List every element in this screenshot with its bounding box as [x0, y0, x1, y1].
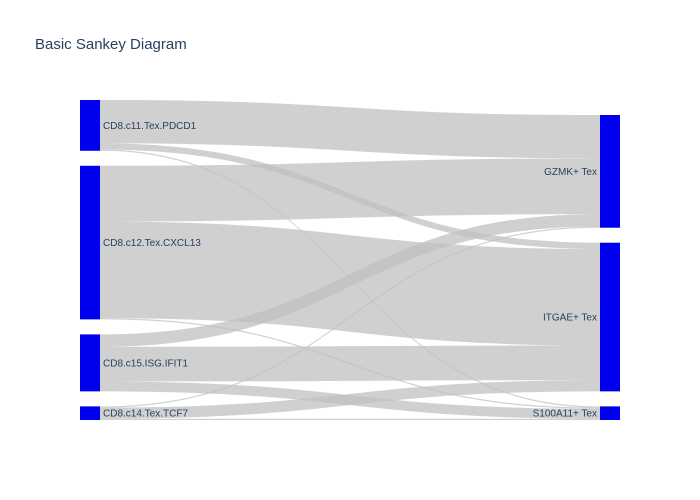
link-9[interactable]	[100, 226, 600, 408]
source-label-3: CD8.c14.Tex.TCF7	[103, 409, 188, 420]
link-6[interactable]	[100, 214, 600, 347]
target-node-2[interactable]	[600, 406, 620, 420]
link-0[interactable]	[100, 100, 600, 159]
links-layer	[100, 100, 600, 420]
source-node-1[interactable]	[80, 165, 100, 320]
link-10[interactable]	[100, 380, 600, 419]
target-label-0: GZMK+ Tex	[544, 167, 597, 178]
source-node-0[interactable]	[80, 100, 100, 151]
chart-title: Basic Sankey Diagram	[35, 36, 187, 53]
source-label-2: CD8.c15.ISG.IFIT1	[103, 358, 188, 369]
link-7[interactable]	[100, 345, 600, 382]
target-label-1: ITGAE+ Tex	[543, 313, 597, 324]
source-node-3[interactable]	[80, 406, 100, 420]
source-label-1: CD8.c12.Tex.CXCL13	[103, 238, 201, 249]
source-label-0: CD8.c11.Tex.PDCD1	[103, 121, 197, 132]
target-label-2: S100A11+ Tex	[533, 409, 597, 420]
link-11[interactable]	[100, 418, 600, 420]
target-node-0[interactable]	[600, 115, 620, 228]
nodes-layer: CD8.c11.Tex.PDCD1 CD8.c12.Tex.CXCL13 CD8.c…	[80, 100, 620, 420]
target-node-1[interactable]	[600, 242, 620, 392]
link-3[interactable]	[100, 158, 600, 222]
source-node-2[interactable]	[80, 334, 100, 392]
